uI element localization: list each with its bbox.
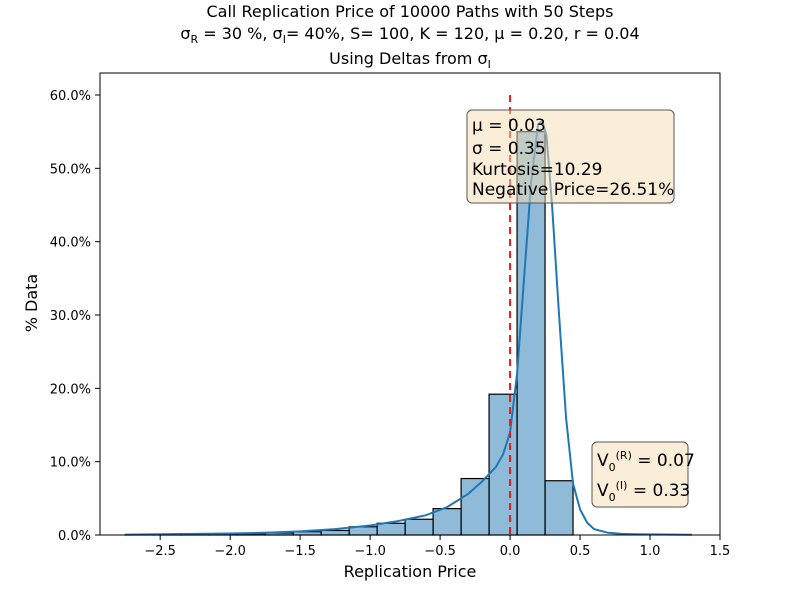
value-annotation: V0(R) = 0.07 V0(I) = 0.33 [591, 441, 695, 508]
y-tick-label: 0.0% [58, 529, 91, 544]
x-tick-label: −2.0 [214, 544, 246, 559]
histogram-bar [320, 529, 350, 536]
stats-kurtosis: Kurtosis=10.29 [472, 160, 602, 180]
histogram-bar [544, 480, 574, 536]
stats-annotation: μ = 0.03 σ = 0.35 Kurtosis=10.29 Negativ… [466, 109, 675, 204]
histogram-bar [404, 518, 434, 536]
y-tick-label: 60.0% [50, 89, 91, 104]
stats-negative-price: Negative Price=26.51% [472, 180, 674, 200]
axes-frame [99, 72, 721, 536]
x-tick-label: 1.5 [710, 544, 731, 559]
stats-mean: μ = 0.03 [472, 116, 546, 136]
value-v0-r: V0(R) = 0.07 [597, 449, 695, 474]
x-tick-label: −1.0 [354, 544, 386, 559]
histogram-bar [376, 522, 406, 536]
x-axis-label: Replication Price [344, 562, 477, 581]
y-tick-label: 10.0% [50, 456, 91, 471]
x-tick-label: −2.5 [144, 544, 176, 559]
plot-area: −2.5 −2.0 −1.5 −1.0 −0.5 0.0 0.5 1.0 1.5 0.0% 10.0… [50, 72, 731, 559]
histogram-bar [432, 508, 462, 536]
stats-sigma: σ = 0.35 [472, 139, 546, 159]
value-v0-i: V0(I) = 0.33 [597, 479, 690, 504]
kde-curve [125, 118, 693, 536]
chart-subtitle-2: Using Deltas from σI [329, 49, 491, 71]
y-tick-label: 50.0% [50, 162, 91, 177]
chart-subtitle: σR = 30 %, σI= 40%, S= 100, K = 120, μ =… [180, 24, 639, 46]
x-tick-label: −1.5 [284, 544, 316, 559]
x-tick-label: 1.0 [640, 544, 661, 559]
y-tick-label: 20.0% [50, 382, 91, 397]
y-axis-label: % Data [22, 274, 41, 333]
x-tick-label: 0.5 [570, 544, 591, 559]
y-tick-label: 30.0% [50, 309, 91, 324]
x-tick-label: −0.5 [424, 544, 456, 559]
chart-title: Call Replication Price of 10000 Paths wi… [207, 2, 614, 21]
y-tick-label: 40.0% [50, 236, 91, 251]
x-tick-label: 0.0 [500, 544, 521, 559]
